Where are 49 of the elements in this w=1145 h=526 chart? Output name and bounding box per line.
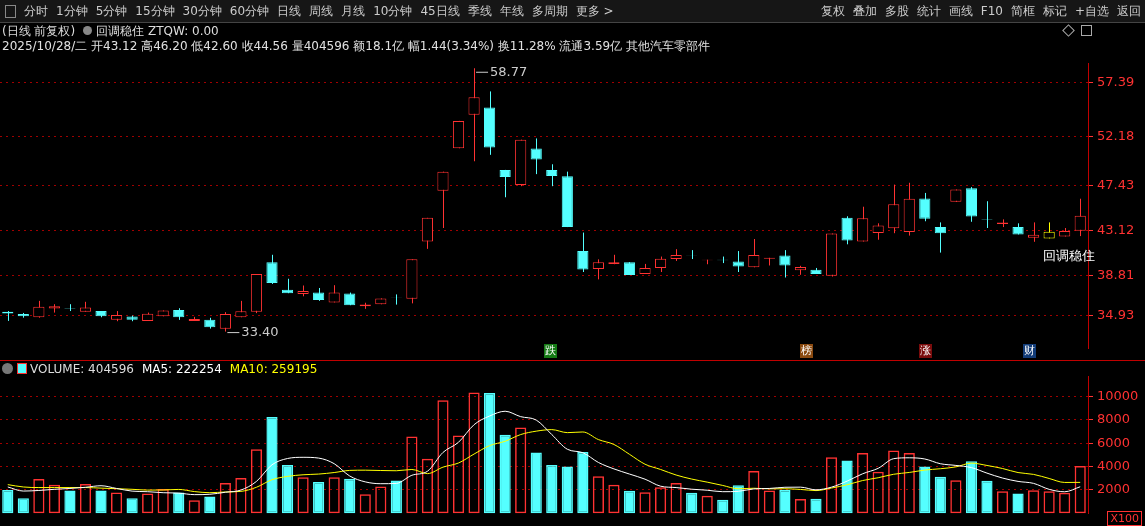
chart-subtitle: 2025/10/28/二 开43.12 高46.20 低42.60 收44.56 量404596 额18.1亿 幅1.44(3.34%) 换11.28% 流通3.59亿 其他汽车零部件: [2, 38, 710, 55]
text: 简框: [1009, 2, 1036, 20]
y-tick-label: 4000: [1097, 457, 1131, 473]
legend-label: VOLUME: 404596: [30, 362, 134, 376]
text: 分时: [23, 2, 49, 20]
y-tick-label: 57.39: [1097, 73, 1135, 89]
text: 15分钟: [134, 2, 176, 20]
y-tick-label: 52.18: [1097, 128, 1135, 144]
annotation: 财: [1023, 344, 1036, 358]
text: F10: [979, 4, 1004, 18]
text: 复权: [819, 2, 846, 20]
text: 5分钟: [94, 2, 129, 20]
text: 标记: [1041, 2, 1068, 20]
text: 更多 >: [574, 2, 615, 20]
annotation: 33.40: [241, 323, 279, 339]
text: 45日线: [419, 2, 461, 20]
y-tick-label: 6000: [1097, 434, 1131, 450]
y-axis-title: X100: [1107, 511, 1142, 526]
annotation: 涨: [919, 344, 932, 358]
text: +自选: [1073, 2, 1110, 20]
y-tick-label: 34.93: [1097, 307, 1135, 323]
y-tick-label: 47.43: [1097, 177, 1135, 193]
text: 60分钟: [228, 2, 271, 20]
text: MA10: 259195: [229, 362, 318, 376]
annotation: 58.77: [490, 63, 528, 79]
text: 多股: [883, 2, 910, 20]
text: 回调稳住 ZTQW: 0.00: [96, 24, 219, 38]
text: 返回: [1116, 2, 1142, 20]
y-tick-label: 43.12: [1097, 222, 1135, 238]
text: MA5: 222254: [141, 362, 222, 376]
text: 叠加: [851, 2, 878, 20]
text: 统计: [915, 2, 942, 20]
y-tick-label: 38.81: [1097, 266, 1135, 282]
text: 年线: [498, 2, 525, 20]
text: 画线: [947, 2, 974, 20]
text: 1分钟: [55, 2, 89, 20]
text: 月线: [340, 2, 367, 20]
text: 多周期: [530, 2, 569, 20]
y-tick-label: 8000: [1097, 411, 1131, 427]
chart-title: (日线 前复权): [2, 24, 76, 38]
text: 10分钟: [372, 2, 414, 20]
y-tick-label: 10000: [1097, 387, 1139, 403]
annotation: 跌: [544, 344, 557, 358]
annotation: 榜: [800, 344, 813, 358]
y-tick-label: 2000: [1097, 481, 1131, 497]
text: 30分钟: [181, 2, 223, 20]
text: 周线: [308, 2, 335, 20]
text: 季线: [466, 2, 493, 20]
text: 日线: [276, 2, 303, 20]
